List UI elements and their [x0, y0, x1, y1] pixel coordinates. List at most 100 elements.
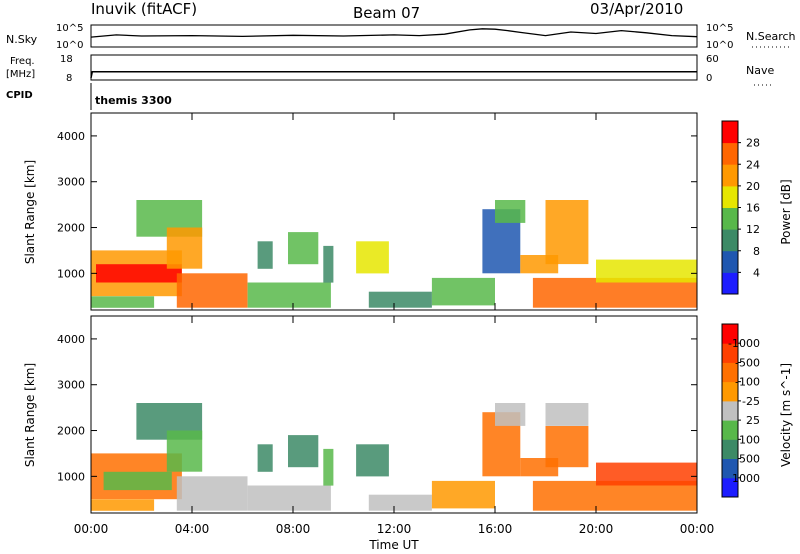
velocity-echo-region	[323, 448, 334, 486]
velocity-colorbar-swatch	[722, 420, 738, 440]
power-echo-region	[247, 282, 331, 308]
power-y-tick-label: 3000	[57, 176, 85, 189]
station-title: Inuvik (fitACF)	[91, 0, 197, 18]
velocity-colorbar-tick-label: -500	[735, 356, 760, 369]
velocity-y-tick-label: 2000	[57, 425, 85, 438]
power-echo-region	[368, 291, 432, 308]
power-y-tick-label: 1000	[57, 267, 85, 280]
x-tick-label: 04:00	[175, 522, 210, 536]
x-tick-label: 12:00	[377, 522, 412, 536]
power-echo-region	[356, 241, 389, 274]
power-y-axis: 1000 2000 3000 4000	[57, 130, 697, 280]
velocity-echo-region	[356, 444, 389, 477]
velocity-colorbar-swatch	[722, 477, 738, 498]
power-echo-region	[288, 232, 319, 265]
power-colorbar-tick-label: 4	[753, 266, 760, 279]
power-echo-region	[495, 200, 526, 223]
power-echo-region	[532, 277, 697, 308]
noise-left-tick-top: 10^5	[56, 23, 83, 34]
velocity-colorbar-swatch	[722, 343, 738, 363]
velocity-y-tick-label: 1000	[57, 470, 85, 483]
x-tick-label: 16:00	[478, 522, 513, 536]
velocity-echo-region	[288, 435, 319, 468]
power-echo-region	[323, 245, 334, 283]
x-tick-label: 00:00	[74, 522, 109, 536]
power-colorbar-tick-label: 28	[746, 137, 760, 150]
velocity-colorbar-tick-label: 100	[739, 433, 760, 446]
freq-series-line	[90, 70, 697, 79]
velocity-colorbar-swatch	[722, 439, 738, 459]
power-y-axis-label: Slant Range [km]	[23, 160, 37, 264]
x-tick-label: 00:00	[680, 522, 715, 536]
noise-series-line	[90, 28, 698, 38]
power-colorbar-swatch	[722, 250, 738, 273]
velocity-colorbar-tick-label: 500	[739, 453, 760, 466]
freq-right-tick-bottom: 0	[706, 73, 712, 84]
velocity-echo-region	[103, 471, 172, 491]
power-colorbar-swatch	[722, 207, 738, 230]
date-title: 03/Apr/2010	[590, 0, 683, 18]
freq-right-tick-top: 60	[706, 54, 719, 65]
velocity-echo-region	[176, 476, 248, 511]
power-colorbar-tick-label: 16	[746, 202, 760, 215]
power-colorbar-tick-label: 8	[753, 245, 760, 258]
noise-left-label: N.Sky	[6, 33, 38, 46]
power-echo-region	[91, 296, 155, 308]
velocity-echo-region	[166, 430, 203, 472]
velocity-echo-region	[368, 494, 432, 511]
noise-right-tick-top: 10^5	[706, 23, 733, 34]
power-heatmap-cells	[91, 200, 697, 308]
power-colorbar-swatch	[722, 121, 738, 144]
power-y-tick-label: 2000	[57, 222, 85, 235]
power-echo-region	[545, 200, 589, 265]
velocity-echo-region	[431, 480, 495, 509]
velocity-echo-region	[495, 403, 526, 426]
velocity-echo-region	[545, 426, 589, 468]
power-colorbar-label: Power [dB]	[779, 179, 793, 244]
noise-panel-frame	[90, 24, 698, 48]
velocity-echo-region	[91, 499, 155, 511]
velocity-colorbar-swatch	[722, 400, 738, 421]
power-colorbar-swatch	[722, 164, 738, 187]
beam-title: Beam 07	[353, 4, 420, 22]
power-echo-region	[176, 273, 248, 308]
velocity-echo-region	[247, 485, 331, 511]
velocity-y-axis-label: Slant Range [km]	[23, 363, 37, 467]
velocity-colorbar-swatch	[722, 381, 738, 402]
velocity-y-tick-label: 3000	[57, 379, 85, 392]
power-colorbar-swatch	[722, 229, 738, 252]
time-x-axis: 00:00 04:00 08:00 12:00 16:00 20:00 00:00	[74, 113, 715, 536]
velocity-colorbar-frame	[721, 323, 739, 498]
power-echo-region	[96, 264, 182, 283]
velocity-colorbar-swatch	[722, 362, 738, 383]
velocity-heatmap-cells	[91, 403, 697, 511]
power-colorbar-swatch	[722, 272, 738, 295]
power-colorbar-tick-label: 24	[746, 158, 760, 171]
power-colorbar-swatch	[722, 142, 738, 165]
freq-left-label: Freq.	[10, 56, 35, 67]
power-echo-region	[166, 227, 203, 269]
x-tick-label: 08:00	[276, 522, 311, 536]
freq-left-tick-bottom: 8	[66, 73, 72, 84]
power-colorbar-swatch	[722, 185, 738, 208]
freq-left-tick-top: 18	[60, 54, 73, 65]
velocity-colorbar-tick-label: -100	[735, 376, 760, 389]
velocity-echo-region	[596, 462, 697, 486]
velocity-colorbar-swatch	[722, 458, 738, 479]
power-echo-region	[431, 277, 495, 306]
freq-left-unit: [MHz]	[6, 69, 35, 80]
velocity-y-axis: 1000 2000 3000 4000	[57, 333, 697, 483]
freq-panel-frame	[90, 54, 698, 81]
power-echo-region	[596, 259, 697, 283]
cpid-value: themis 3300	[95, 94, 172, 107]
x-tick-label: 20:00	[579, 522, 614, 536]
noise-left-tick-bottom: 10^0	[56, 40, 83, 51]
velocity-echo-region	[545, 403, 589, 426]
velocity-colorbar-tick-label: 25	[746, 414, 760, 427]
velocity-colorbar-tick-label: -25	[742, 395, 760, 408]
velocity-colorbar-swatch	[722, 324, 738, 344]
velocity-colorbar: 1000 500 100 25 -25 -100 -500 -1000	[721, 323, 760, 498]
velocity-colorbar-label: Velocity [m s^-1]	[779, 363, 793, 467]
power-echo-region	[257, 241, 273, 269]
